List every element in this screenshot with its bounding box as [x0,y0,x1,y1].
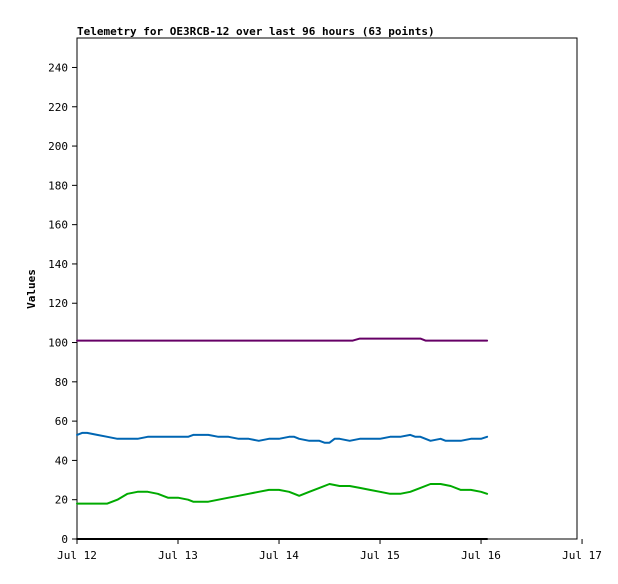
chart-title: Telemetry for OE3RCB-12 over last 96 hou… [77,25,435,38]
y-axis-label: Values [25,269,38,309]
series-line-2 [76,431,489,444]
y-tick-label: 60 [55,415,68,428]
y-tick-label: 20 [55,494,68,507]
series-line-3 [76,483,489,505]
x-tick-label: Jul 15 [360,549,400,562]
y-tick-label: 160 [48,219,68,232]
y-tick-label: 100 [48,337,68,350]
y-tick-label: 40 [55,454,68,467]
y-tick-label: 140 [48,258,68,271]
y-tick-label: 120 [48,297,68,310]
y-tick-label: 200 [48,140,68,153]
x-tick-label: Jul 16 [461,549,501,562]
y-tick-label: 180 [48,179,68,192]
x-tick-label: Jul 13 [158,549,198,562]
series-layer [76,337,489,540]
y-tick-label: 80 [55,376,68,389]
x-tick-label: Jul 12 [57,549,97,562]
y-tick-label: 240 [48,61,68,74]
series-line-1 [76,337,489,342]
plot-frame [76,37,578,540]
x-axis: Jul 12 Jul 13 Jul 14 Jul 15 Jul 16 Jul 17 [57,539,602,562]
y-tick-label: 0 [61,533,68,546]
x-tick-label: Jul 17 [562,549,602,562]
y-tick-label: 220 [48,101,68,114]
x-tick-label: Jul 14 [259,549,299,562]
y-axis: 0 20 40 60 80 100 120 140 160 180 200 220 240 [48,61,77,546]
